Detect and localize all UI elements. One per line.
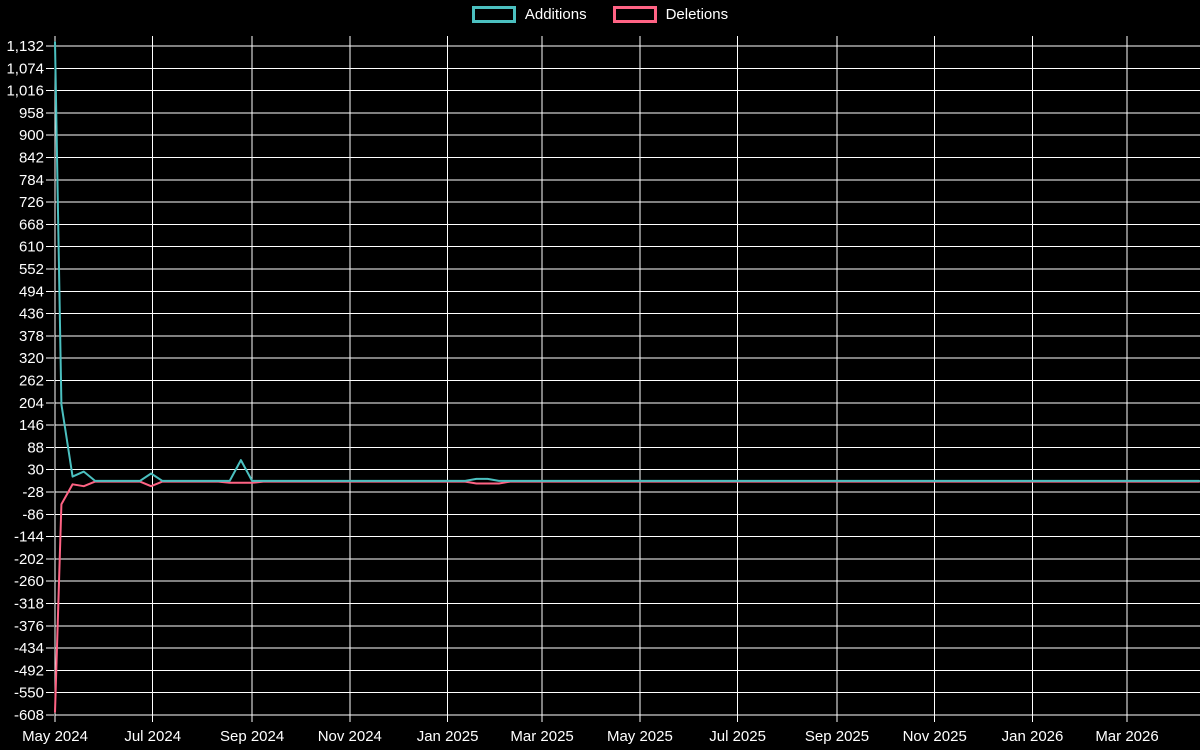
additions-legend-label: Additions bbox=[524, 6, 587, 23]
y-tick-label: 146 bbox=[19, 417, 44, 434]
y-tick-label: -376 bbox=[14, 618, 44, 635]
y-tick-label: 30 bbox=[27, 462, 44, 479]
x-tick-label: Jan 2025 bbox=[417, 728, 479, 745]
x-tick-label: May 2024 bbox=[22, 728, 88, 745]
y-grid bbox=[46, 45, 1200, 716]
x-tick-label: Mar 2025 bbox=[510, 728, 573, 745]
y-tick-label: -550 bbox=[14, 685, 44, 702]
x-tick-label: Mar 2026 bbox=[1095, 728, 1158, 745]
y-tick-label: -260 bbox=[14, 573, 44, 590]
y-tick-label: 494 bbox=[19, 283, 44, 300]
y-tick-label: -28 bbox=[22, 484, 44, 501]
y-tick-label: 262 bbox=[19, 373, 44, 390]
y-tick-label: 204 bbox=[19, 395, 44, 412]
y-tick-label: -144 bbox=[14, 529, 44, 546]
y-tick-label: 1,016 bbox=[6, 83, 44, 100]
y-tick-label: 378 bbox=[19, 328, 44, 345]
y-tick-label: -492 bbox=[14, 662, 44, 679]
x-tick-label: Jul 2025 bbox=[709, 728, 766, 745]
y-tick-label: 320 bbox=[19, 350, 44, 367]
y-tick-label: 610 bbox=[19, 239, 44, 256]
x-tick-label: Sep 2025 bbox=[805, 728, 869, 745]
x-tick-label: Sep 2024 bbox=[220, 728, 284, 745]
x-tick-label: Jan 2026 bbox=[1002, 728, 1064, 745]
y-tick-label: 1,074 bbox=[6, 60, 44, 77]
x-tick-label: Jul 2024 bbox=[124, 728, 181, 745]
y-tick-label: 842 bbox=[19, 150, 44, 167]
x-grid bbox=[54, 36, 1128, 722]
y-axis-labels: 1,132 1,074 1,016 958 900 842 784 726 668 610 552 4… bbox=[6, 38, 44, 724]
y-tick-label: 900 bbox=[19, 127, 44, 144]
x-axis-labels: May 2024 Jul 2024 Sep 2024 Nov 2024 Jan 2025… bbox=[22, 728, 1159, 745]
x-tick-label: Nov 2025 bbox=[903, 728, 967, 745]
x-tick-label: Nov 2024 bbox=[318, 728, 382, 745]
y-tick-label: 726 bbox=[19, 194, 44, 211]
x-tick-label: May 2025 bbox=[607, 728, 673, 745]
additions-line bbox=[54, 41, 1200, 482]
y-tick-label: 436 bbox=[19, 306, 44, 323]
y-tick-label: -608 bbox=[14, 707, 44, 724]
deletions-legend-label: Deletions bbox=[665, 6, 729, 23]
legend-item-deletions[interactable]: Deletions bbox=[612, 6, 729, 23]
y-tick-label: -202 bbox=[14, 551, 44, 568]
y-tick-label: 552 bbox=[19, 261, 44, 278]
chart-legend: Additions Deletions bbox=[0, 6, 1200, 23]
deletions-swatch bbox=[612, 6, 657, 23]
y-tick-label: -318 bbox=[14, 596, 44, 613]
additions-swatch bbox=[471, 6, 516, 23]
y-tick-label: -86 bbox=[22, 506, 44, 523]
y-tick-label: -434 bbox=[14, 640, 44, 657]
y-tick-label: 1,132 bbox=[6, 38, 44, 55]
y-tick-label: 784 bbox=[19, 172, 44, 189]
y-tick-label: 958 bbox=[19, 105, 44, 122]
y-tick-label: 668 bbox=[19, 216, 44, 233]
y-tick-label: 88 bbox=[27, 439, 44, 456]
legend-item-additions[interactable]: Additions bbox=[471, 6, 587, 23]
deletions-line bbox=[54, 480, 1200, 713]
